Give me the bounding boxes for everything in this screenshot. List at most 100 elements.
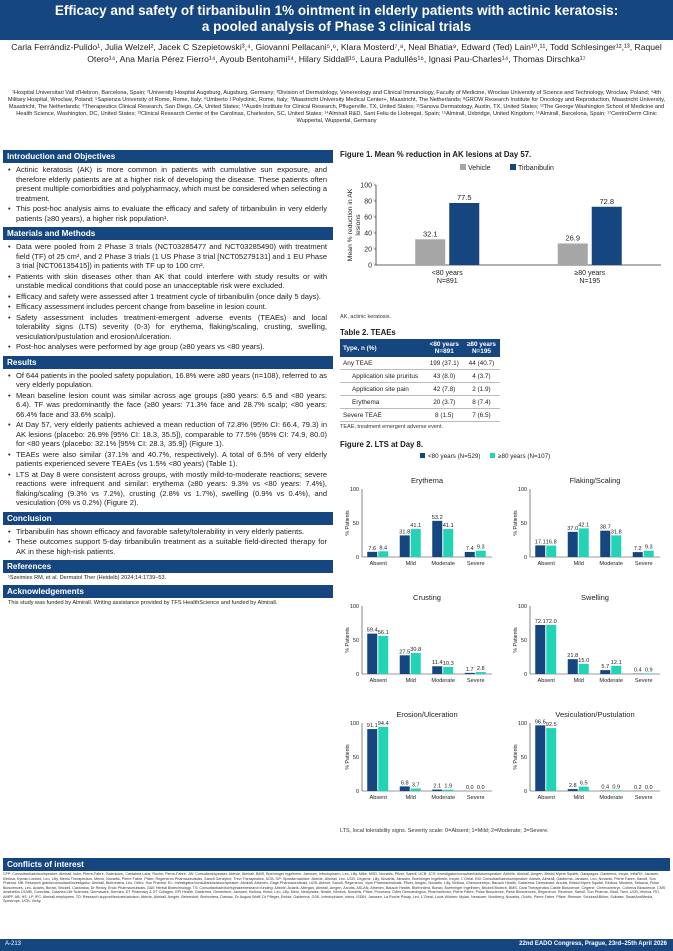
y-tick-label: 80: [364, 199, 372, 206]
panel-title: Crusting: [413, 593, 441, 602]
data-label: 56.1: [378, 630, 389, 636]
x-tick-label: Severe: [635, 561, 653, 567]
intro-heading: Introduction and Objectives: [3, 150, 333, 163]
x-tick-label: Severe: [467, 561, 485, 567]
panel-title: Erythema: [411, 476, 444, 485]
left-column: Introduction and Objectives Actinic kera…: [3, 150, 333, 610]
data-label: 17.1: [535, 539, 546, 545]
bar: [399, 655, 410, 674]
results-bullet: Mean baseline lesion count was similar a…: [8, 391, 327, 420]
table-cell: Application site pruritus: [340, 369, 426, 383]
data-label: 0.0: [466, 785, 474, 791]
table-header-type: Type, n (%): [340, 339, 426, 357]
y-tick-label: 100: [350, 487, 359, 493]
conclusion-bullet: These outcomes support 5-day tirbanibuli…: [8, 537, 327, 556]
acknowledgements-heading: Acknowledgements: [3, 585, 333, 598]
methods-bullet: Safety assessment includes treatment-eme…: [8, 313, 327, 342]
references-text: ¹Szeimies RM, et al. Dermatol Ther (Heid…: [8, 575, 167, 581]
table-cell: Severe TEAE: [340, 408, 426, 422]
bar: [410, 529, 421, 557]
bar: [535, 545, 546, 557]
x-tick-label: Moderate: [599, 795, 623, 801]
results-bullet: TEAEs were also similar (37.1% and 40.7%…: [8, 450, 327, 469]
data-label: 0.9: [645, 667, 653, 673]
x-tick-label: Mild: [574, 678, 584, 684]
x-tick-label: Moderate: [599, 678, 623, 684]
data-label: 72.8: [599, 197, 614, 206]
bar: [399, 535, 410, 557]
x-tick-label: ≥80 years: [574, 270, 605, 277]
data-label: 3.7: [412, 782, 420, 788]
y-tick-label: 50: [521, 755, 527, 761]
table-note: TEAE, treatment emergent adverse event.: [340, 424, 444, 430]
x-tick-label: <80 years: [432, 270, 463, 277]
y-tick-label: 0: [356, 672, 359, 678]
panel-title: Swelling: [581, 593, 609, 602]
table-cell: Application site pain: [340, 382, 426, 396]
legend-label: Vehicle: [468, 165, 491, 172]
bar: [591, 206, 622, 265]
y-axis-label: % Patients: [345, 510, 351, 536]
data-label: 92.5: [546, 722, 557, 728]
bar: [611, 790, 622, 791]
x-tick-label: Mild: [406, 678, 416, 684]
results-body: Of 644 patients in the pooled safety pop…: [3, 369, 333, 512]
data-label: 6.8: [401, 780, 409, 786]
bar: [432, 789, 443, 791]
y-tick-label: 50: [521, 521, 527, 527]
data-label: 53.2: [432, 515, 443, 521]
footer-code: A-213: [5, 941, 22, 947]
y-axis-label: % Patients: [513, 744, 519, 770]
table-cell: 4 (3.7): [462, 369, 500, 383]
table-cell: 8 (7.4): [462, 395, 500, 409]
table-cell: Erythema: [340, 395, 426, 409]
x-tick-label: Absent: [538, 795, 556, 801]
data-label: 15.0: [578, 658, 589, 664]
methods-body: Data were pooled from 2 Phase 3 trials (…: [3, 240, 333, 356]
legend-label: ≥80 years (N=107): [498, 453, 550, 460]
data-label: 7.2: [634, 546, 642, 552]
bar: [378, 635, 389, 674]
x-tick-label: Moderate: [431, 795, 455, 801]
x-tick-label: Mild: [406, 795, 416, 801]
conclusion-bullet: Tirbanibulin has shown efficacy and favo…: [8, 527, 327, 537]
bar: [367, 729, 378, 791]
y-tick-label: 100: [350, 721, 359, 727]
bar: [432, 520, 443, 557]
intro-bullet: This post-hoc analysis aims to evaluate …: [8, 204, 327, 223]
right-column: Figure 1. Mean % reduction in AK lesions…: [340, 150, 670, 834]
bar: [546, 728, 557, 791]
figure1-title: Figure 1. Mean % reduction in AK lesions…: [340, 150, 532, 159]
bar: [643, 673, 654, 674]
data-label: 42.1: [578, 522, 589, 528]
data-label: 11.4: [432, 660, 442, 666]
x-tick-label: Absent: [538, 678, 556, 684]
conflicts-text: CFP: Consultant/advisor/speaker: Almiral…: [3, 872, 666, 904]
data-label: 26.9: [565, 233, 580, 242]
table-row: Severe TEAE 8 (1.5) 7 (6.5): [340, 408, 500, 422]
bar: [600, 670, 611, 674]
bar: [578, 786, 589, 791]
data-label: 41.1: [443, 523, 454, 529]
x-tick-label: Moderate: [599, 561, 623, 567]
bar: [410, 653, 421, 674]
data-label: 91.1: [367, 723, 378, 729]
table-row: Any TEAE 199 (37.1) 44 (40.7): [340, 357, 500, 370]
data-label: 72.1: [535, 619, 546, 625]
y-tick-label: 50: [353, 638, 359, 644]
y-tick-label: 60: [364, 215, 372, 222]
legend-swatch: [420, 453, 425, 458]
bar: [432, 666, 443, 674]
bar: [410, 788, 421, 791]
methods-bullet: Efficacy assessment includes percent cha…: [8, 302, 327, 312]
data-label: 27.5: [399, 649, 410, 655]
bar: [475, 550, 486, 557]
table-cell: 20 (3.7): [425, 395, 463, 409]
table-title: Table 2. TEAEs: [340, 328, 396, 337]
bar: [535, 725, 546, 791]
data-label: 21.8: [567, 653, 578, 659]
data-label: 0.0: [477, 785, 485, 791]
x-tick-label: Mild: [406, 561, 416, 567]
table-cell: 44 (40.7): [462, 357, 500, 370]
